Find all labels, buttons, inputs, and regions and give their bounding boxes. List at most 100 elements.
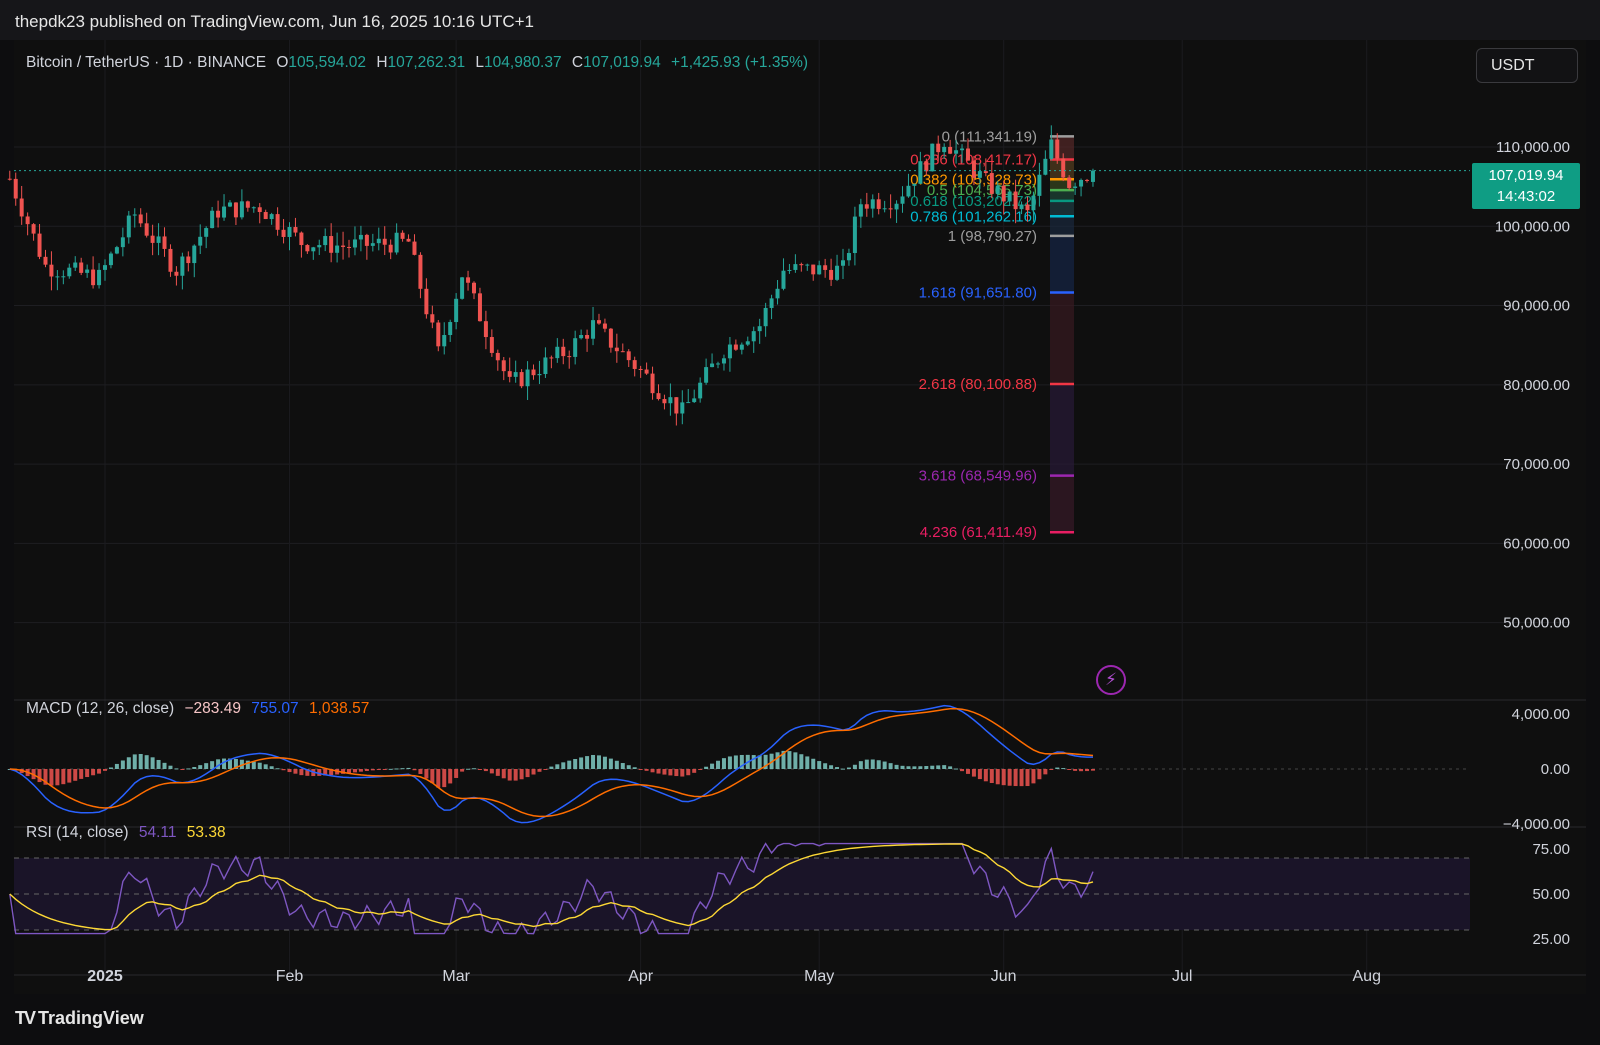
candle-body bbox=[233, 202, 238, 218]
rsi-line bbox=[9, 842, 1094, 935]
macd-histogram-bar bbox=[674, 769, 679, 777]
candle-body bbox=[293, 227, 298, 233]
candle-body bbox=[954, 150, 959, 154]
candle-body bbox=[787, 269, 792, 271]
macd-histogram-bar bbox=[579, 757, 584, 769]
macd-histogram-bar bbox=[364, 769, 369, 771]
macd-histogram-bar bbox=[442, 769, 447, 788]
macd-histogram-bar bbox=[573, 758, 578, 769]
candle-body bbox=[852, 216, 857, 254]
candle-body bbox=[412, 241, 417, 255]
macd-histogram-bar bbox=[656, 769, 661, 774]
macd-histogram-bar bbox=[852, 764, 857, 769]
macd-histogram-bar bbox=[108, 767, 113, 769]
macd-histogram-bar bbox=[620, 763, 625, 769]
high-value: 107,262.31 bbox=[387, 54, 466, 71]
candle-body bbox=[727, 344, 732, 359]
candle-body bbox=[406, 238, 411, 242]
candle-body bbox=[7, 178, 12, 180]
macd-histogram-bar bbox=[1085, 769, 1090, 772]
tradingview-logo[interactable]: TV TradingView bbox=[15, 1008, 144, 1029]
macd-histogram-bar bbox=[1067, 769, 1072, 770]
candle-body bbox=[918, 161, 923, 184]
candle-body bbox=[1019, 204, 1024, 210]
rsi-axis-label: 50.00 bbox=[1532, 886, 1570, 903]
candle-body bbox=[799, 264, 804, 266]
macd-histogram-bar bbox=[114, 763, 119, 769]
rsi-legend[interactable]: RSI (14, close) 54.11 53.38 bbox=[26, 824, 226, 842]
close-value: 107,019.94 bbox=[583, 54, 661, 71]
macd-histogram-bar bbox=[1001, 769, 1006, 786]
macd-legend[interactable]: MACD (12, 26, close) −283.49 755.07 1,03… bbox=[26, 700, 369, 718]
price-axis-label: 110,000.00 bbox=[1496, 139, 1570, 156]
candle-body bbox=[573, 338, 578, 357]
macd-histogram-bar bbox=[894, 764, 899, 769]
macd-histogram-bar bbox=[227, 758, 232, 769]
macd-histogram-bar bbox=[245, 760, 250, 769]
candle-body bbox=[501, 360, 506, 372]
candle-body bbox=[710, 363, 715, 368]
currency-button[interactable]: USDT bbox=[1476, 48, 1578, 83]
candle-body bbox=[1067, 177, 1072, 188]
macd-histogram-bar bbox=[352, 769, 357, 773]
candle-body bbox=[817, 265, 822, 275]
macd-histogram-bar bbox=[507, 769, 512, 781]
macd-histogram-bar bbox=[555, 764, 560, 769]
candle-body bbox=[775, 288, 780, 299]
macd-histogram-bar bbox=[567, 760, 572, 769]
macd-histogram-bar bbox=[192, 767, 197, 769]
macd-histogram-bar bbox=[519, 769, 524, 780]
candle-body bbox=[305, 245, 310, 252]
macd-histogram-bar bbox=[989, 769, 994, 784]
candle-body bbox=[698, 382, 703, 399]
macd-histogram-bar bbox=[299, 769, 304, 776]
fib-level-label: 4.236 (61,411.49) bbox=[920, 524, 1037, 541]
macd-histogram-bar bbox=[495, 769, 500, 776]
rsi-pane: 75.00 50.00 25.00 bbox=[9, 841, 1570, 948]
macd-line bbox=[9, 704, 1093, 824]
macd-histogram-bar bbox=[561, 762, 566, 769]
candle-body bbox=[489, 337, 494, 353]
macd-histogram-bar bbox=[448, 769, 453, 784]
candle-body bbox=[900, 196, 905, 204]
price-axis-label: 60,000.00 bbox=[1503, 535, 1570, 552]
macd-histogram-bar bbox=[608, 758, 613, 769]
time-axis-label: Jun bbox=[991, 968, 1017, 985]
macd-histogram-bar bbox=[1079, 769, 1084, 772]
macd-histogram-bar bbox=[543, 769, 548, 770]
candle-body bbox=[471, 282, 476, 294]
chart-frame[interactable] bbox=[14, 40, 1586, 994]
candle-body bbox=[882, 208, 887, 210]
candle-body bbox=[466, 277, 471, 283]
macd-histogram-bar bbox=[632, 767, 637, 769]
candle-body bbox=[870, 199, 875, 209]
candle-body bbox=[686, 402, 691, 404]
candle-body bbox=[620, 351, 625, 353]
macd-histogram-bar bbox=[513, 769, 518, 781]
macd-histogram-bar bbox=[358, 769, 363, 772]
macd-histogram-bar bbox=[775, 752, 780, 769]
candle-body bbox=[126, 215, 131, 238]
macd-histogram-bar bbox=[483, 769, 488, 772]
macd-histogram-bar bbox=[793, 752, 798, 769]
candle-body bbox=[936, 143, 941, 153]
macd-histogram-bar bbox=[930, 765, 935, 769]
candle-body bbox=[1007, 191, 1012, 202]
macd-histogram-bar bbox=[995, 769, 1000, 785]
macd-histogram-bar bbox=[757, 755, 762, 769]
candle-body bbox=[144, 223, 149, 236]
macd-histogram-bar bbox=[388, 768, 393, 770]
candle-body bbox=[519, 372, 524, 387]
macd-histogram-bar bbox=[680, 769, 685, 777]
time-axis-label: May bbox=[804, 968, 834, 985]
candle-body bbox=[460, 277, 465, 299]
lightning-icon[interactable]: ⚡ bbox=[1096, 665, 1126, 695]
macd-histogram-bar bbox=[716, 760, 721, 769]
candle-body bbox=[751, 331, 756, 342]
macd-histogram-bar bbox=[49, 769, 54, 786]
candle-body bbox=[108, 253, 113, 266]
macd-histogram-bar bbox=[198, 765, 203, 769]
macd-histogram-bar bbox=[596, 755, 601, 769]
last-price-value: 107,019.94 bbox=[1488, 167, 1564, 184]
